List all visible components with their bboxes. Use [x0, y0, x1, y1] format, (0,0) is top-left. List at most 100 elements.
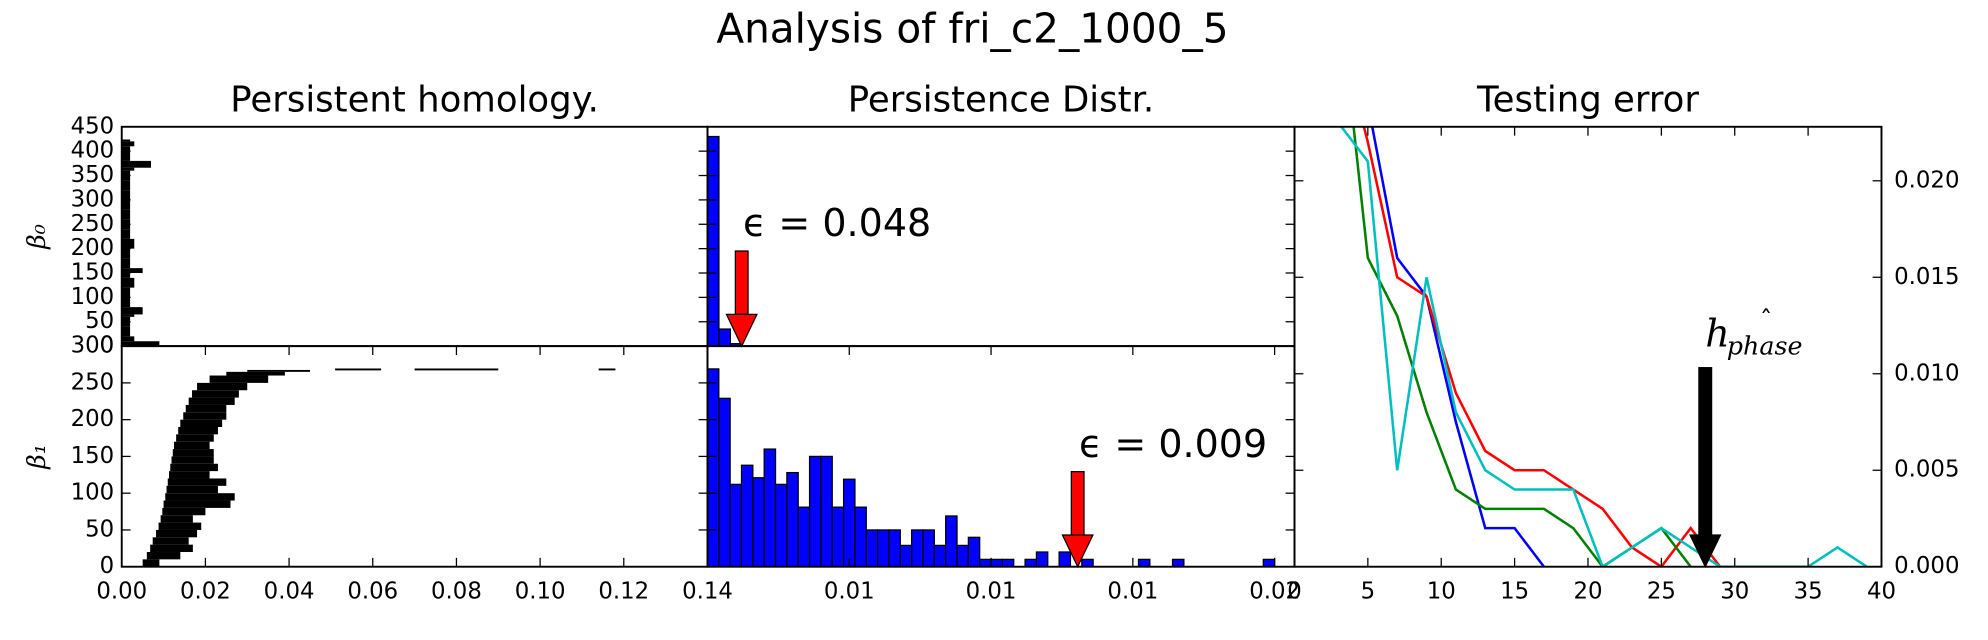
- x-tick-label: 30: [1720, 579, 1749, 605]
- histogram-bar: [888, 529, 901, 568]
- histogram-bar: [808, 455, 822, 568]
- histogram-bar: [706, 368, 720, 568]
- x-tick-label: 25: [1647, 579, 1676, 605]
- x-tick-label: 0.10: [515, 579, 566, 605]
- panel: Testing error 0.000 0.005 0.010 0.015 0.020 0 5…: [1287, 79, 1959, 605]
- histogram-bar: [797, 506, 811, 568]
- arrow-head: [725, 313, 758, 348]
- panel-title: Testing error: [1476, 79, 1699, 120]
- bar: [209, 375, 269, 383]
- y-tick-label: 300: [71, 186, 115, 212]
- y-tick-label: 200: [71, 406, 115, 432]
- histogram-bar: [718, 328, 732, 347]
- histogram-bar: [922, 529, 935, 568]
- histogram-bar: [1081, 558, 1094, 568]
- bar: [152, 537, 189, 545]
- y-tick-label: 250: [71, 211, 115, 237]
- x-tick-label: 40: [1867, 579, 1896, 605]
- x-tick-label: 0.01: [966, 579, 1017, 605]
- histogram-bar: [842, 478, 856, 568]
- panel-title: Persistence Distr.: [848, 79, 1154, 120]
- arrow-head: [1061, 534, 1094, 569]
- x-tick-label: 35: [1794, 579, 1823, 605]
- bar: [121, 248, 131, 259]
- histogram-bar: [945, 515, 958, 568]
- y-tick-label: 450: [71, 113, 115, 139]
- y-tick-label: 200: [71, 235, 115, 261]
- x-tick-label: 5: [1361, 579, 1376, 605]
- y-tick-label: 100: [71, 284, 115, 310]
- bar: [121, 273, 131, 278]
- x-tick-label: 0.12: [598, 579, 649, 605]
- histogram-bar: [933, 544, 947, 568]
- x-tick-label: 0.08: [431, 579, 482, 605]
- y-axis-label: β₀: [21, 224, 51, 250]
- bar: [162, 507, 206, 516]
- bar: [121, 199, 131, 210]
- histogram-bar: [1137, 558, 1151, 568]
- bar: [169, 471, 210, 479]
- histogram-bar: [1262, 558, 1276, 568]
- series-line: [1339, 126, 1868, 567]
- bar: [197, 382, 248, 391]
- x-tick-label: 0.14: [682, 579, 733, 605]
- y-tick-label: 0.015: [1894, 264, 1959, 290]
- bar: [146, 552, 181, 560]
- annotation: ϵ = 0.009: [1079, 422, 1267, 466]
- histogram-bar: [718, 397, 731, 568]
- annotation-subscript: phase: [1727, 330, 1803, 360]
- series-line: [1370, 126, 1545, 567]
- bar: [188, 397, 235, 405]
- histogram-bar: [865, 529, 879, 568]
- histogram-bar: [911, 529, 924, 568]
- bar: [121, 336, 135, 342]
- y-tick-label: 150: [71, 443, 115, 469]
- annotation: ϵ = 0.048: [743, 201, 931, 245]
- bar: [121, 180, 131, 191]
- y-tick-label: 400: [71, 138, 115, 164]
- y-tick-label: 0.000: [1894, 553, 1959, 579]
- bar: [180, 419, 223, 428]
- histogram-bar: [706, 135, 720, 347]
- plot-frame: [120, 125, 709, 348]
- histogram-bar: [967, 536, 981, 568]
- bar: [172, 449, 214, 457]
- bar: [142, 559, 160, 567]
- bar: [598, 368, 616, 371]
- histogram-bar: [1171, 558, 1185, 568]
- histogram-bar: [990, 558, 1004, 568]
- x-tick-label: 0.06: [347, 579, 398, 605]
- bar: [171, 456, 214, 464]
- bar: [176, 434, 214, 442]
- bar: [192, 390, 239, 398]
- histogram-bar: [1024, 558, 1038, 568]
- histogram-bar: [752, 477, 765, 568]
- x-tick-label: 0.02: [1249, 579, 1300, 605]
- arrow-head: [1689, 534, 1722, 569]
- bar: [178, 427, 218, 435]
- histogram-bar: [956, 544, 969, 568]
- histogram-bar: [786, 471, 799, 568]
- panel: 0.01 0.01 0.01 0.02 ϵ = 0.009: [706, 345, 1300, 605]
- x-tick-label: 10: [1427, 579, 1456, 605]
- bar: [167, 478, 227, 486]
- histogram-bar: [1001, 558, 1015, 568]
- x-tick-label: 0: [1287, 579, 1302, 605]
- bar: [170, 463, 218, 472]
- y-tick-label: 0.010: [1894, 360, 1959, 386]
- histogram-bar: [763, 448, 777, 568]
- bar: [183, 412, 227, 420]
- bar: [121, 277, 135, 288]
- y-tick-label: 0: [100, 553, 115, 579]
- bar: [121, 160, 152, 168]
- x-tick-label: 0.02: [180, 579, 231, 605]
- bar: [185, 404, 227, 413]
- panel-title: Persistent homology.: [230, 79, 599, 120]
- panel: β₁ 0 50 100 150 200 250 300 0.00 0.02 0.04 0.06 0.08…: [21, 333, 733, 605]
- bar: [121, 238, 135, 249]
- series-line: [1362, 126, 1722, 567]
- panel: Persistence Distr. ϵ = 0.048: [706, 79, 1296, 348]
- bar: [121, 167, 135, 171]
